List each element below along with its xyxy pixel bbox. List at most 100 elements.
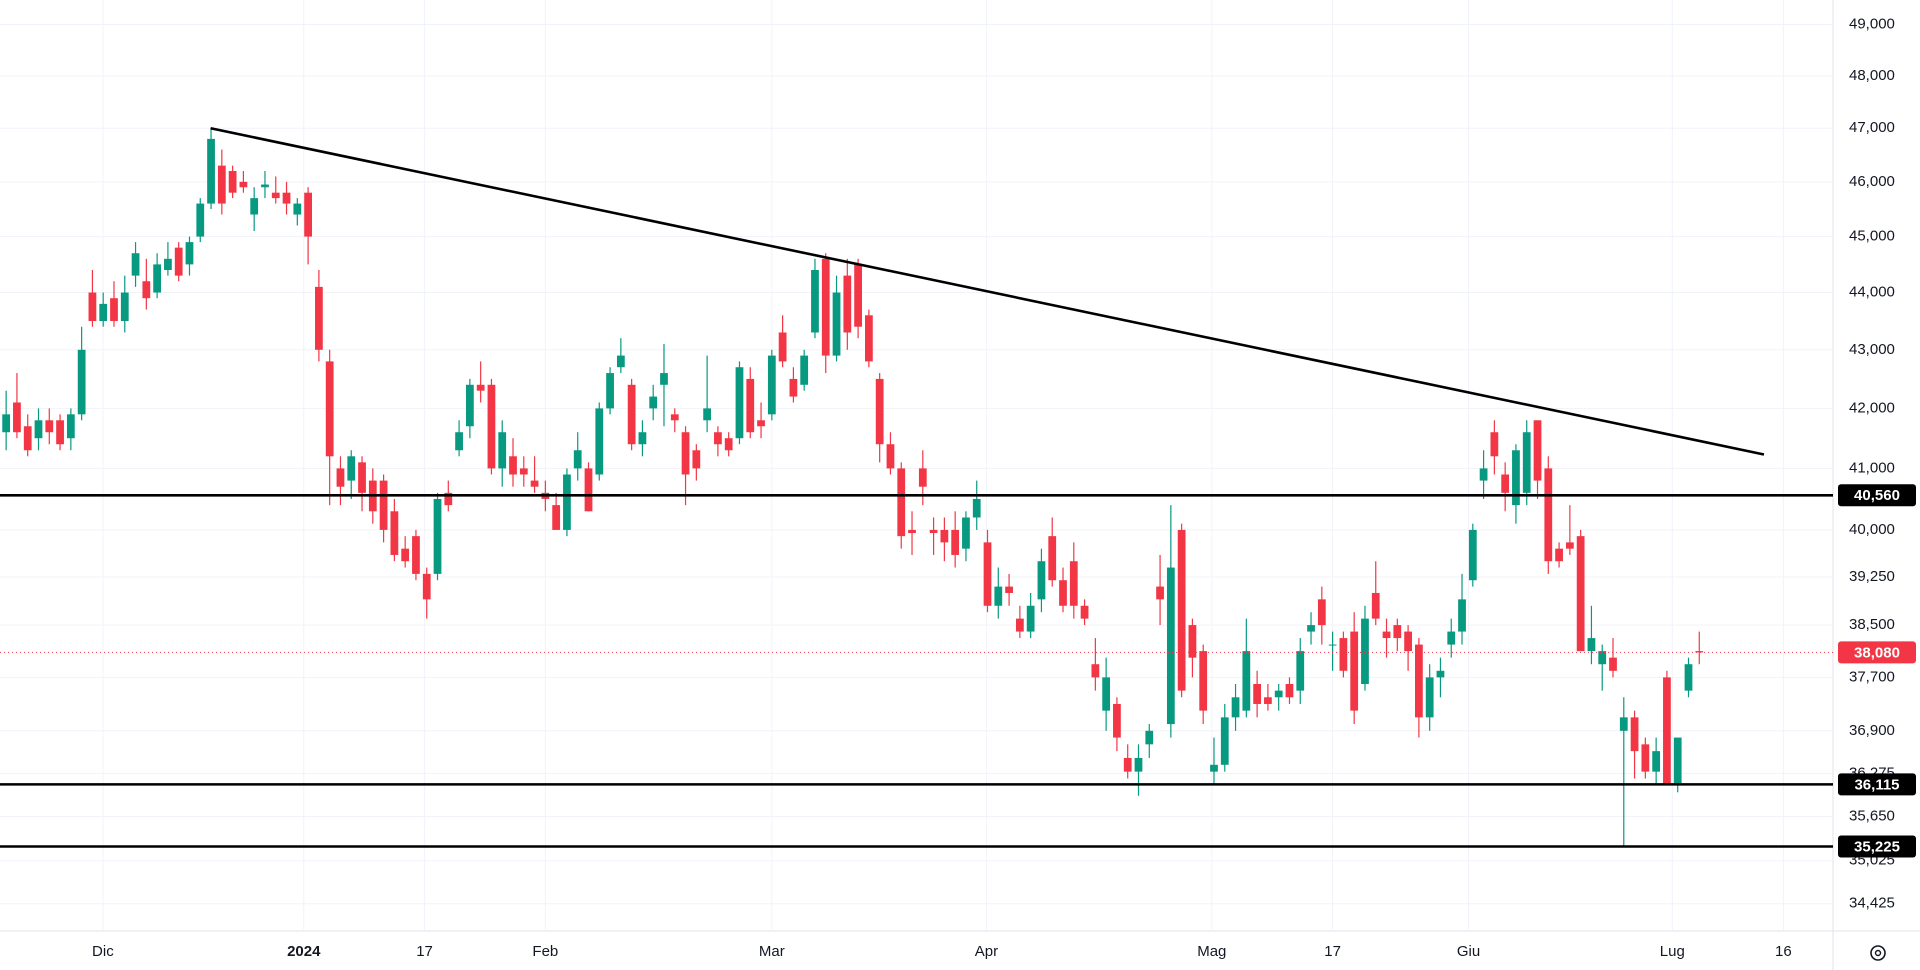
candle-body (1555, 548, 1563, 562)
candle-body (918, 468, 927, 487)
candle-body (584, 468, 593, 512)
price-badge (1838, 484, 1916, 507)
candle-body (1026, 605, 1035, 632)
candle-body (1576, 536, 1585, 652)
x-tick-label: Giu (1457, 943, 1480, 960)
x-tick-label: Apr (975, 943, 998, 960)
candle-body (444, 492, 453, 506)
candle-body (616, 355, 625, 368)
candle-body (185, 242, 194, 265)
settings-ring[interactable] (1870, 945, 1886, 961)
candle-body (1512, 450, 1520, 506)
candle-body (627, 384, 636, 445)
candle-body (99, 303, 108, 321)
y-tick-label: 43,000 (1849, 341, 1895, 358)
candle-body (153, 264, 162, 293)
candle-body (1156, 586, 1164, 600)
y-tick-label: 41,000 (1849, 459, 1895, 476)
candle-body (1415, 644, 1423, 718)
candle-body (1123, 757, 1132, 772)
y-tick-label: 37,700 (1849, 668, 1895, 685)
candle-body (196, 203, 205, 237)
y-tick-label: 44,000 (1849, 284, 1895, 301)
candle-body (962, 517, 970, 549)
candle-body (217, 165, 226, 204)
y-tick-label: 46,000 (1849, 173, 1895, 190)
candle-body (1684, 664, 1693, 691)
candle-body (23, 426, 32, 451)
candle-body (1673, 737, 1682, 786)
candle-body (131, 253, 140, 276)
y-tick-label: 48,000 (1849, 67, 1895, 84)
candle-body (336, 468, 345, 487)
candle-body (45, 420, 54, 433)
y-tick-label: 45,000 (1849, 228, 1895, 245)
candle-body (865, 315, 873, 362)
candle-body (1264, 697, 1272, 704)
candle-body (1533, 420, 1542, 481)
candle-body (487, 384, 496, 469)
candle-body (142, 281, 151, 299)
candle-body (1371, 592, 1380, 619)
candle-body (714, 432, 722, 445)
candle-body (929, 529, 938, 534)
candle-body (649, 396, 658, 409)
candle-body (1285, 684, 1294, 698)
x-tick-label: 17 (416, 943, 433, 960)
price-badge-label: 36,115 (1854, 776, 1899, 793)
candle-body (1317, 599, 1326, 626)
candle-body (455, 432, 463, 451)
candle-body (1307, 625, 1315, 632)
candle-body (250, 198, 259, 215)
candle-body (1490, 432, 1499, 457)
candle-body (1005, 586, 1013, 593)
y-tick-label: 34,425 (1849, 895, 1895, 912)
candle-body (498, 432, 507, 469)
candle-body (325, 361, 334, 457)
candle-body (1436, 670, 1445, 678)
candle-body (1630, 717, 1639, 752)
settings-core[interactable] (1874, 949, 1882, 957)
candle-body (994, 586, 1003, 606)
candle-body (552, 505, 561, 530)
price-badge-label: 38,080 (1854, 644, 1900, 661)
candle-body (1479, 468, 1488, 481)
candle-body (1166, 567, 1175, 725)
candle-body (1339, 638, 1348, 671)
candle-body (1059, 580, 1067, 606)
candle-body (56, 420, 64, 445)
candle-body (1037, 561, 1046, 600)
candle-body (1188, 625, 1197, 658)
settings-icon[interactable] (1870, 945, 1886, 961)
candle-body (271, 192, 280, 199)
price-badge (1838, 641, 1916, 664)
candle-body (606, 373, 614, 409)
candle-body (1091, 664, 1100, 678)
candle-body (1361, 618, 1369, 685)
candle-body (1242, 651, 1251, 711)
price-badge-label: 40,560 (1854, 487, 1900, 504)
candle-body (940, 529, 949, 543)
candle-body (315, 286, 323, 350)
candle-body (746, 378, 755, 433)
trendline (210, 126, 1765, 456)
candle-body (703, 408, 712, 421)
candle-body (13, 402, 21, 433)
candle-body (433, 498, 442, 574)
candle-body (110, 298, 118, 321)
candle-body (789, 378, 798, 397)
candle-body (1425, 677, 1434, 718)
x-tick-label: 17 (1324, 943, 1341, 960)
candle-body (1522, 432, 1531, 493)
candle-body (1458, 599, 1466, 632)
candle-body (1296, 651, 1305, 691)
x-tick-label: Mar (759, 943, 785, 960)
candle-body (304, 192, 312, 237)
candle-body (1253, 684, 1262, 704)
x-tick-label: 16 (1775, 943, 1792, 960)
candle-body (1609, 657, 1617, 671)
candle-body (1598, 651, 1607, 665)
